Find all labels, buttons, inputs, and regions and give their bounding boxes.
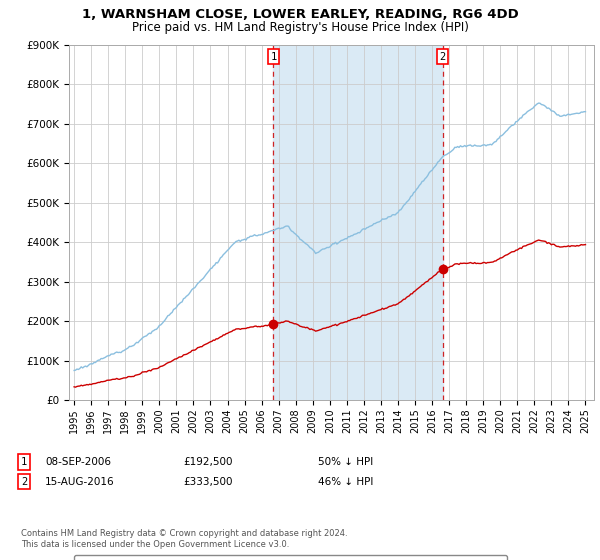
Bar [274, 45, 443, 400]
Text: £192,500: £192,500 [183, 457, 233, 467]
Text: 2: 2 [21, 477, 27, 487]
Text: £333,500: £333,500 [183, 477, 233, 487]
Text: 2: 2 [440, 52, 446, 62]
Text: 08-SEP-2006: 08-SEP-2006 [45, 457, 111, 467]
Text: 15-AUG-2016: 15-AUG-2016 [45, 477, 115, 487]
Legend: 1, WARNSHAM CLOSE, LOWER EARLEY, READING, RG6 4DD (detached house), HPI: Average: 1, WARNSHAM CLOSE, LOWER EARLEY, READING… [74, 555, 507, 560]
Text: 1, WARNSHAM CLOSE, LOWER EARLEY, READING, RG6 4DD: 1, WARNSHAM CLOSE, LOWER EARLEY, READING… [82, 8, 518, 21]
Text: 46% ↓ HPI: 46% ↓ HPI [318, 477, 373, 487]
Text: Contains HM Land Registry data © Crown copyright and database right 2024.
This d: Contains HM Land Registry data © Crown c… [21, 529, 347, 549]
Text: 1: 1 [21, 457, 27, 467]
Text: 1: 1 [270, 52, 277, 62]
Text: Price paid vs. HM Land Registry's House Price Index (HPI): Price paid vs. HM Land Registry's House … [131, 21, 469, 34]
Text: 50% ↓ HPI: 50% ↓ HPI [318, 457, 373, 467]
